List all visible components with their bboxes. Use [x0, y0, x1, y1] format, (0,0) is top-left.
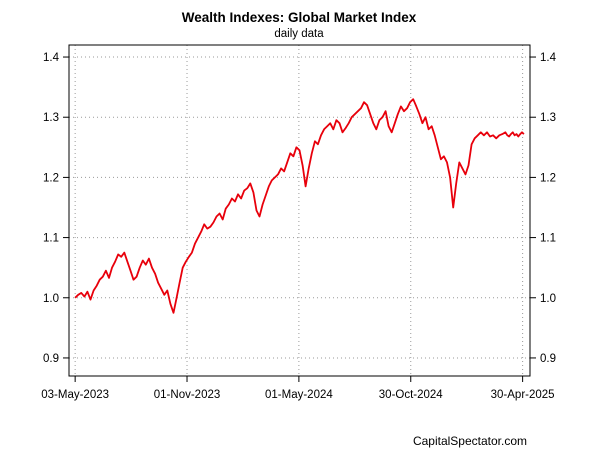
y-tick-label-left: 0.9 [43, 353, 59, 365]
x-tick-label: 01-May-2024 [265, 389, 333, 401]
chart-subtitle: daily data [274, 28, 324, 40]
x-tick-label: 30-Oct-2024 [379, 389, 444, 401]
x-tick-label: 01-Nov-2023 [154, 389, 220, 401]
x-tick-label: 03-May-2023 [41, 389, 109, 401]
y-tick-label-left: 1.2 [43, 172, 59, 184]
y-tick-label-right: 1.4 [540, 52, 557, 64]
y-tick-label-left: 1.0 [43, 293, 59, 305]
source-credit: CapitalSpectator.com [413, 434, 527, 448]
y-tick-label-right: 1.1 [540, 233, 556, 245]
y-tick-label-right: 1.2 [540, 172, 556, 184]
y-tick-label-left: 1.1 [43, 233, 59, 245]
y-tick-label-left: 1.4 [43, 52, 60, 64]
axes: 0.9 0.9 1.0 1.0 1.1 1.1 1.2 1.2 1.3 1.3 1.4 1.4 03-M… [41, 52, 556, 401]
plot-frame [68, 44, 531, 377]
chart-title: Wealth Indexes: Global Market Index [182, 10, 417, 25]
series-line-global-market-index [74, 98, 525, 314]
grid-lines [69, 45, 530, 376]
x-tick-label: 30-Apr-2025 [491, 389, 555, 401]
y-tick-label-right: 0.9 [540, 353, 556, 365]
y-tick-label-left: 1.3 [43, 112, 59, 124]
series-layer [74, 98, 525, 314]
y-tick-label-right: 1.3 [540, 112, 556, 124]
y-tick-label-right: 1.0 [540, 293, 556, 305]
